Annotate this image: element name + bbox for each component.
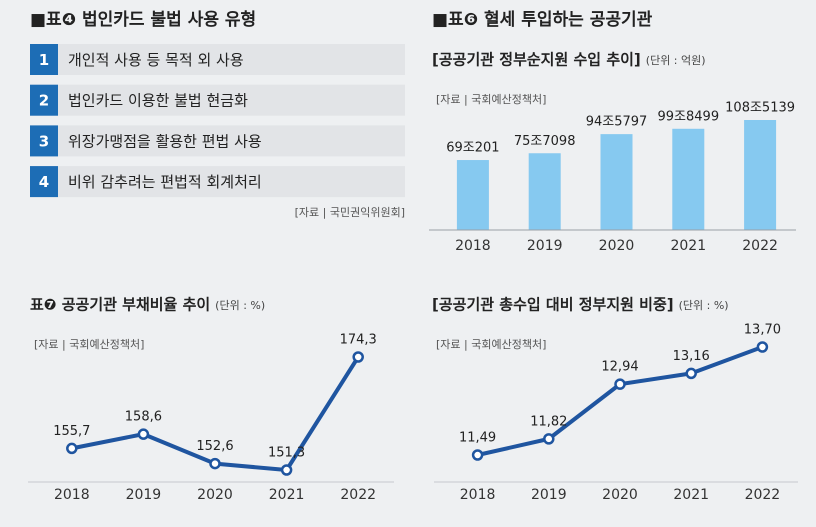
x-tick-label: 2019 (531, 487, 567, 503)
x-tick-label: 2022 (340, 487, 376, 503)
data-label: 99조8499 (658, 109, 720, 124)
list-row (30, 166, 405, 198)
chart-unit: (단위 : %) (679, 299, 729, 312)
data-label: 13,16 (673, 349, 710, 364)
bar (672, 128, 705, 230)
x-tick-label: 2022 (745, 487, 781, 503)
chart-title: 표❼ 공공기관 부채비율 추이 (30, 296, 210, 314)
bar (600, 134, 633, 230)
list-text: 비위 감추려는 편법적 회계처리 (68, 173, 262, 191)
list-number: 1 (39, 51, 49, 69)
list-text: 법인카드 이용한 불법 현금화 (68, 92, 248, 110)
x-tick-label: 2021 (673, 487, 709, 503)
list-row (30, 44, 405, 75)
x-tick-label: 2019 (527, 238, 563, 254)
point (280, 464, 293, 476)
x-tick-label: 2020 (602, 487, 638, 503)
list-row (30, 125, 405, 157)
point (137, 428, 150, 440)
data-label: 12,94 (601, 360, 638, 375)
x-tick-label: 2022 (742, 238, 778, 254)
data-label: 151,3 (268, 446, 305, 461)
bar (456, 160, 489, 230)
point (471, 449, 484, 461)
x-tick-label: 2018 (455, 238, 491, 254)
chart-source: [자료 | 국회예산정책처] (34, 338, 144, 351)
data-label: 13,70 (744, 323, 781, 338)
list-text: 위장가맹점을 활용한 편법 사용 (68, 132, 262, 150)
data-label: 75조7098 (514, 134, 576, 149)
data-label: 108조5139 (725, 101, 795, 116)
chart-source: [자료 | 국회예산정책처] (436, 338, 546, 351)
list-number: 2 (39, 92, 49, 110)
data-label: 11,82 (530, 414, 567, 429)
section-header: ■표❻ 혈세 투입하는 공공기관 (432, 9, 653, 30)
point (614, 378, 626, 390)
list-number-box (30, 84, 58, 116)
x-tick-label: 2018 (460, 487, 496, 503)
chart-source: [자료 | 국회예산정책처] (436, 93, 546, 106)
list-text: 개인적 사용 등 목적 외 사용 (68, 51, 244, 69)
list-number: 3 (39, 132, 49, 150)
point (352, 351, 364, 363)
list-row (30, 84, 405, 116)
chart-title: [공공기관 총수입 대비 정부지원 비중] (432, 296, 674, 314)
bar (744, 120, 777, 230)
x-tick-label: 2021 (269, 487, 305, 503)
x-tick-label: 2018 (54, 487, 90, 503)
data-label: 155,7 (53, 424, 90, 439)
list-number-box (30, 166, 58, 198)
bar (528, 153, 561, 230)
chart-unit: (단위 : %) (215, 299, 265, 312)
data-label: 158,6 (125, 410, 162, 425)
data-label: 69조201 (446, 141, 499, 156)
data-label: 94조5797 (586, 115, 648, 130)
data-label: 152,6 (196, 439, 233, 454)
list-number-box (30, 125, 58, 157)
point (209, 457, 221, 470)
list-number-box (30, 44, 58, 75)
list-title: ■표❹ 법인카드 불법 사용 유형 (30, 9, 256, 30)
list-number: 4 (39, 173, 49, 191)
x-tick-label: 2020 (599, 238, 635, 254)
point (685, 367, 697, 380)
data-label: 174,3 (340, 333, 377, 348)
point (66, 442, 78, 455)
list-source: [자료 | 국민권익위원회] (295, 206, 405, 219)
chart-title: [공공기관 정부순지원 수입 추이] (432, 51, 641, 69)
data-label: 11,49 (459, 431, 496, 446)
chart-unit: (단위 : 억원) (646, 54, 706, 67)
x-tick-label: 2021 (670, 238, 706, 254)
x-tick-label: 2020 (197, 487, 233, 503)
point (543, 433, 555, 445)
x-tick-label: 2019 (126, 487, 162, 503)
point (756, 341, 769, 353)
